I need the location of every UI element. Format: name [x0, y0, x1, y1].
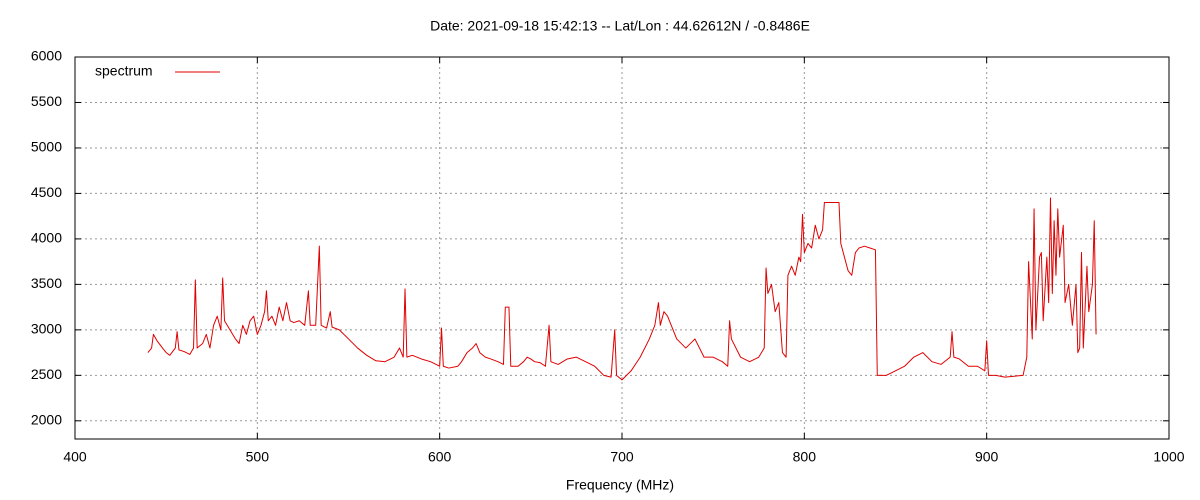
y-tick-label: 4500 [31, 184, 62, 200]
x-tick-label: 600 [428, 449, 452, 465]
chart-title: Date: 2021-09-18 15:42:13 -- Lat/Lon : 4… [430, 18, 810, 34]
y-tick-label: 2500 [31, 366, 62, 382]
y-tick-label: 4000 [31, 230, 62, 246]
x-tick-label: 700 [610, 449, 634, 465]
y-tick-label: 6000 [31, 48, 62, 64]
y-tick-label: 3000 [31, 321, 62, 337]
y-tick-label: 3500 [31, 275, 62, 291]
spectrum-line [147, 197, 1097, 381]
plot-frame [74, 56, 1170, 440]
x-tick-label: 500 [246, 449, 270, 465]
x-tick-label: 400 [63, 449, 87, 465]
y-tick-label: 2000 [31, 412, 62, 428]
x-tick-label: 800 [793, 449, 817, 465]
x-tick-label: 1000 [1153, 449, 1184, 465]
x-tick-label: 900 [975, 449, 999, 465]
y-tick-label: 5500 [31, 93, 62, 109]
legend-label: spectrum [95, 63, 153, 79]
y-tick-label: 5000 [31, 139, 62, 155]
x-axis-label: Frequency (MHz) [566, 477, 674, 493]
